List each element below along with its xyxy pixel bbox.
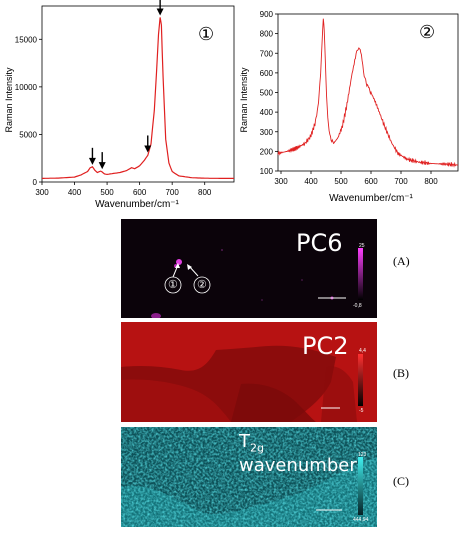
pc6-map-texture [121, 219, 377, 318]
pc6-map: PC6 ① ② 25 -0,8 [121, 219, 377, 318]
chart-2-xtick-label: 600 [364, 177, 378, 186]
chart-1-badge: ① [198, 24, 214, 44]
chart-1-xtick-label: 700 [165, 188, 179, 197]
t2g-scale-top: 123 [358, 452, 367, 458]
chart-1-xtick-label: 600 [133, 188, 147, 197]
chart-1-arrow-head [156, 8, 164, 16]
pc6-marker-2: ② [197, 279, 207, 291]
chart-2-ytick-label: 600 [260, 69, 274, 78]
chart-1-xtick-label: 500 [100, 188, 114, 197]
t2g-map-texture [121, 427, 377, 527]
chart-1-series-line [42, 17, 234, 179]
chart-1-ytick-label: 0 [33, 178, 38, 187]
t2g-map-title: T2g wavenumber [239, 431, 377, 476]
chart-2-axes: 300 400 500 600 700 800 100 200 300 400 500 600 700 8… [260, 10, 459, 186]
chart-2-xtick-label: 800 [424, 177, 438, 186]
chart-1-arrow-head [144, 145, 152, 153]
panel-label-c: (C) [393, 474, 409, 488]
chart-1-ytick-label: 5000 [19, 130, 37, 139]
pc2-map-title: PC2 [302, 332, 349, 360]
chart-1-axes: 300 400 500 600 700 800 0 5000 10000 15000 [15, 5, 235, 197]
chart-2-ytick-label: 700 [260, 49, 274, 58]
pc2-map: PC2 4,4 -5 [121, 322, 377, 422]
chart-2-ytick-label: 400 [260, 108, 274, 117]
raman-spectrum-chart-2: 300 400 500 600 700 800 100 200 300 400 500 600 700 8… [239, 10, 459, 204]
chart-2-ylabel: Raman Intensity [239, 67, 249, 133]
chart-2-xlabel: Wavenumber/cm⁻¹ [329, 193, 413, 204]
chart-2-ytick-label: 800 [260, 30, 274, 39]
pc6-scale-bottom: -0,8 [353, 303, 362, 309]
chart-1-ytick-label: 15000 [15, 35, 38, 44]
pc2-map-texture [121, 322, 377, 422]
pc6-map-title: PC6 [296, 229, 343, 257]
chart-2-ytick-label: 100 [260, 167, 274, 176]
chart-1-annotation-arrows [88, 0, 164, 170]
chart-1-arrow-head [88, 157, 96, 165]
chart-1-ylabel: Raman Intensity [4, 67, 14, 133]
chart-2-series-line [277, 18, 459, 168]
chart-2-xtick-label: 700 [394, 177, 408, 186]
t2g-title-main: T [239, 431, 250, 452]
chart-1-frame [41, 5, 235, 183]
chart-1-xtick-label: 800 [198, 188, 212, 197]
t2g-title-rest: wavenumber [239, 454, 357, 476]
chart-2-ytick-label: 200 [260, 147, 274, 156]
chart-1-ytick-label: 10000 [15, 83, 38, 92]
pc2-scale-top: 4,4 [359, 348, 366, 354]
pc6-marker-1: ① [168, 279, 178, 291]
pc2-scale-bottom: -5 [359, 408, 364, 414]
chart-2-xtick-label: 400 [304, 177, 318, 186]
chart-2-badge: ② [419, 22, 435, 42]
chart-2-xtick-label: 500 [334, 177, 348, 186]
t2g-scale-bottom: 444,94 [353, 517, 369, 523]
pc6-scale-top: 25 [359, 243, 365, 249]
raman-spectrum-chart-1: 300 400 500 600 700 800 0 5000 10000 15000 ① Wave… [4, 0, 235, 210]
chart-2-ytick-label: 300 [260, 128, 274, 137]
chart-1-xtick-label: 300 [35, 188, 49, 197]
t2g-map: T2g wavenumber 123 444,94 [121, 427, 377, 527]
t2g-title-sub: 2g [250, 441, 264, 455]
panel-label-b: (B) [393, 366, 409, 380]
chart-2-ytick-label: 500 [260, 89, 274, 98]
panel-label-a: (A) [393, 254, 410, 268]
chart-1-arrow-head [98, 162, 106, 170]
chart-1-xtick-label: 400 [68, 188, 82, 197]
chart-2-xtick-label: 300 [274, 177, 288, 186]
chart-1-xlabel: Wavenumber/cm⁻¹ [95, 199, 179, 210]
chart-2-ytick-label: 900 [260, 10, 274, 19]
